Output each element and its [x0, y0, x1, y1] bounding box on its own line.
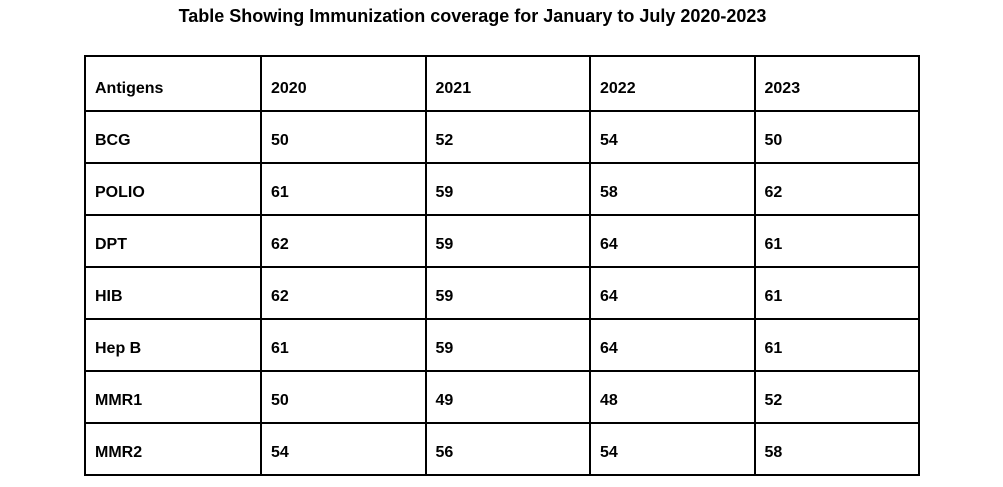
value-cell: 52 [753, 370, 920, 424]
table-row-polio: POLIO 61 59 58 62 [84, 162, 920, 216]
value-cell: 62 [753, 162, 920, 216]
immunization-coverage-table: Antigens 2020 2021 2022 2023 BCG 50 52 5… [84, 55, 920, 476]
value-cell: 54 [589, 110, 756, 164]
value-cell: 48 [589, 370, 756, 424]
value-cell: 58 [753, 422, 920, 476]
header-cell-2020: 2020 [260, 55, 427, 112]
header-cell-antigens: Antigens [84, 55, 262, 112]
value-cell: 64 [589, 318, 756, 372]
value-cell: 58 [589, 162, 756, 216]
value-cell: 50 [260, 110, 427, 164]
value-cell: 50 [753, 110, 920, 164]
value-cell: 54 [589, 422, 756, 476]
antigen-cell: POLIO [84, 162, 262, 216]
table-row-dpt: DPT 62 59 64 61 [84, 214, 920, 268]
antigen-cell: MMR1 [84, 370, 262, 424]
table-title: Table Showing Immunization coverage for … [178, 6, 767, 26]
value-cell: 49 [424, 370, 591, 424]
header-cell-2021: 2021 [424, 55, 591, 112]
header-cell-2022: 2022 [589, 55, 756, 112]
table-header-row: Antigens 2020 2021 2022 2023 [84, 55, 920, 112]
antigen-cell: HIB [84, 266, 262, 320]
header-cell-2023: 2023 [753, 55, 920, 112]
table-row-mmr1: MMR1 50 49 48 52 [84, 370, 920, 424]
antigen-cell: BCG [84, 110, 262, 164]
value-cell: 62 [260, 214, 427, 268]
value-cell: 56 [424, 422, 591, 476]
value-cell: 50 [260, 370, 427, 424]
value-cell: 64 [589, 266, 756, 320]
antigen-cell: MMR2 [84, 422, 262, 476]
value-cell: 59 [424, 162, 591, 216]
table-row-hib: HIB 62 59 64 61 [84, 266, 920, 320]
value-cell: 61 [260, 162, 427, 216]
antigen-cell: Hep B [84, 318, 262, 372]
value-cell: 54 [260, 422, 427, 476]
value-cell: 59 [424, 266, 591, 320]
value-cell: 59 [424, 318, 591, 372]
value-cell: 61 [753, 266, 920, 320]
table-row-hepb: Hep B 61 59 64 61 [84, 318, 920, 372]
value-cell: 61 [753, 214, 920, 268]
value-cell: 61 [260, 318, 427, 372]
value-cell: 61 [753, 318, 920, 372]
value-cell: 59 [424, 214, 591, 268]
table-row-mmr2: MMR2 54 56 54 58 [84, 422, 920, 476]
value-cell: 62 [260, 266, 427, 320]
table-row-bcg: BCG 50 52 54 50 [84, 110, 920, 164]
value-cell: 64 [589, 214, 756, 268]
value-cell: 52 [424, 110, 591, 164]
antigen-cell: DPT [84, 214, 262, 268]
